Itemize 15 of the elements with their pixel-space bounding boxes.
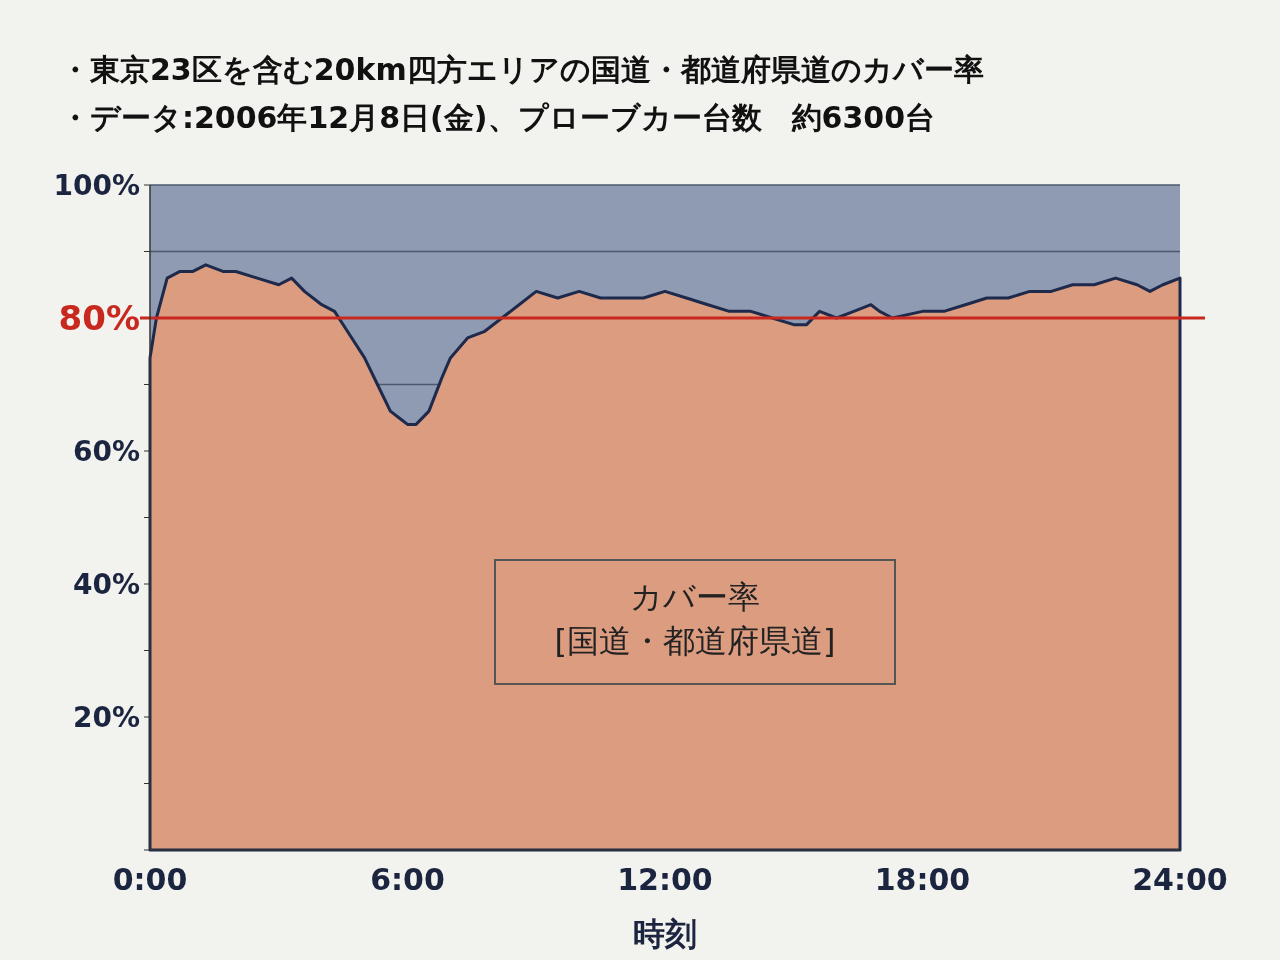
chart-title: ・東京23区を含む20km四方エリアの国道・都道府県道のカバー率: [60, 52, 984, 87]
ref-line-label: 80%: [58, 298, 140, 338]
x-axis-title: 時刻: [633, 915, 697, 953]
x-tick-label: 24:00: [1132, 862, 1228, 897]
x-tick-label: 0:00: [112, 862, 188, 897]
y-tick-label: 60%: [72, 435, 140, 468]
y-tick-label: 20%: [72, 701, 140, 734]
legend: カバー率 [国道・都道府県道]: [494, 559, 896, 685]
x-tick-label: 18:00: [874, 862, 971, 897]
x-tick-label: 6:00: [370, 862, 445, 897]
chart-subtitle: ・データ:2006年12月8日(金)、プローブカー台数 約6300台: [60, 100, 936, 135]
y-tick-label: 40%: [72, 568, 140, 601]
y-tick-label: 100%: [53, 169, 140, 202]
series-label: カバー率 [国道・都道府県道]: [554, 578, 836, 660]
x-tick-label: 12:00: [617, 862, 713, 897]
